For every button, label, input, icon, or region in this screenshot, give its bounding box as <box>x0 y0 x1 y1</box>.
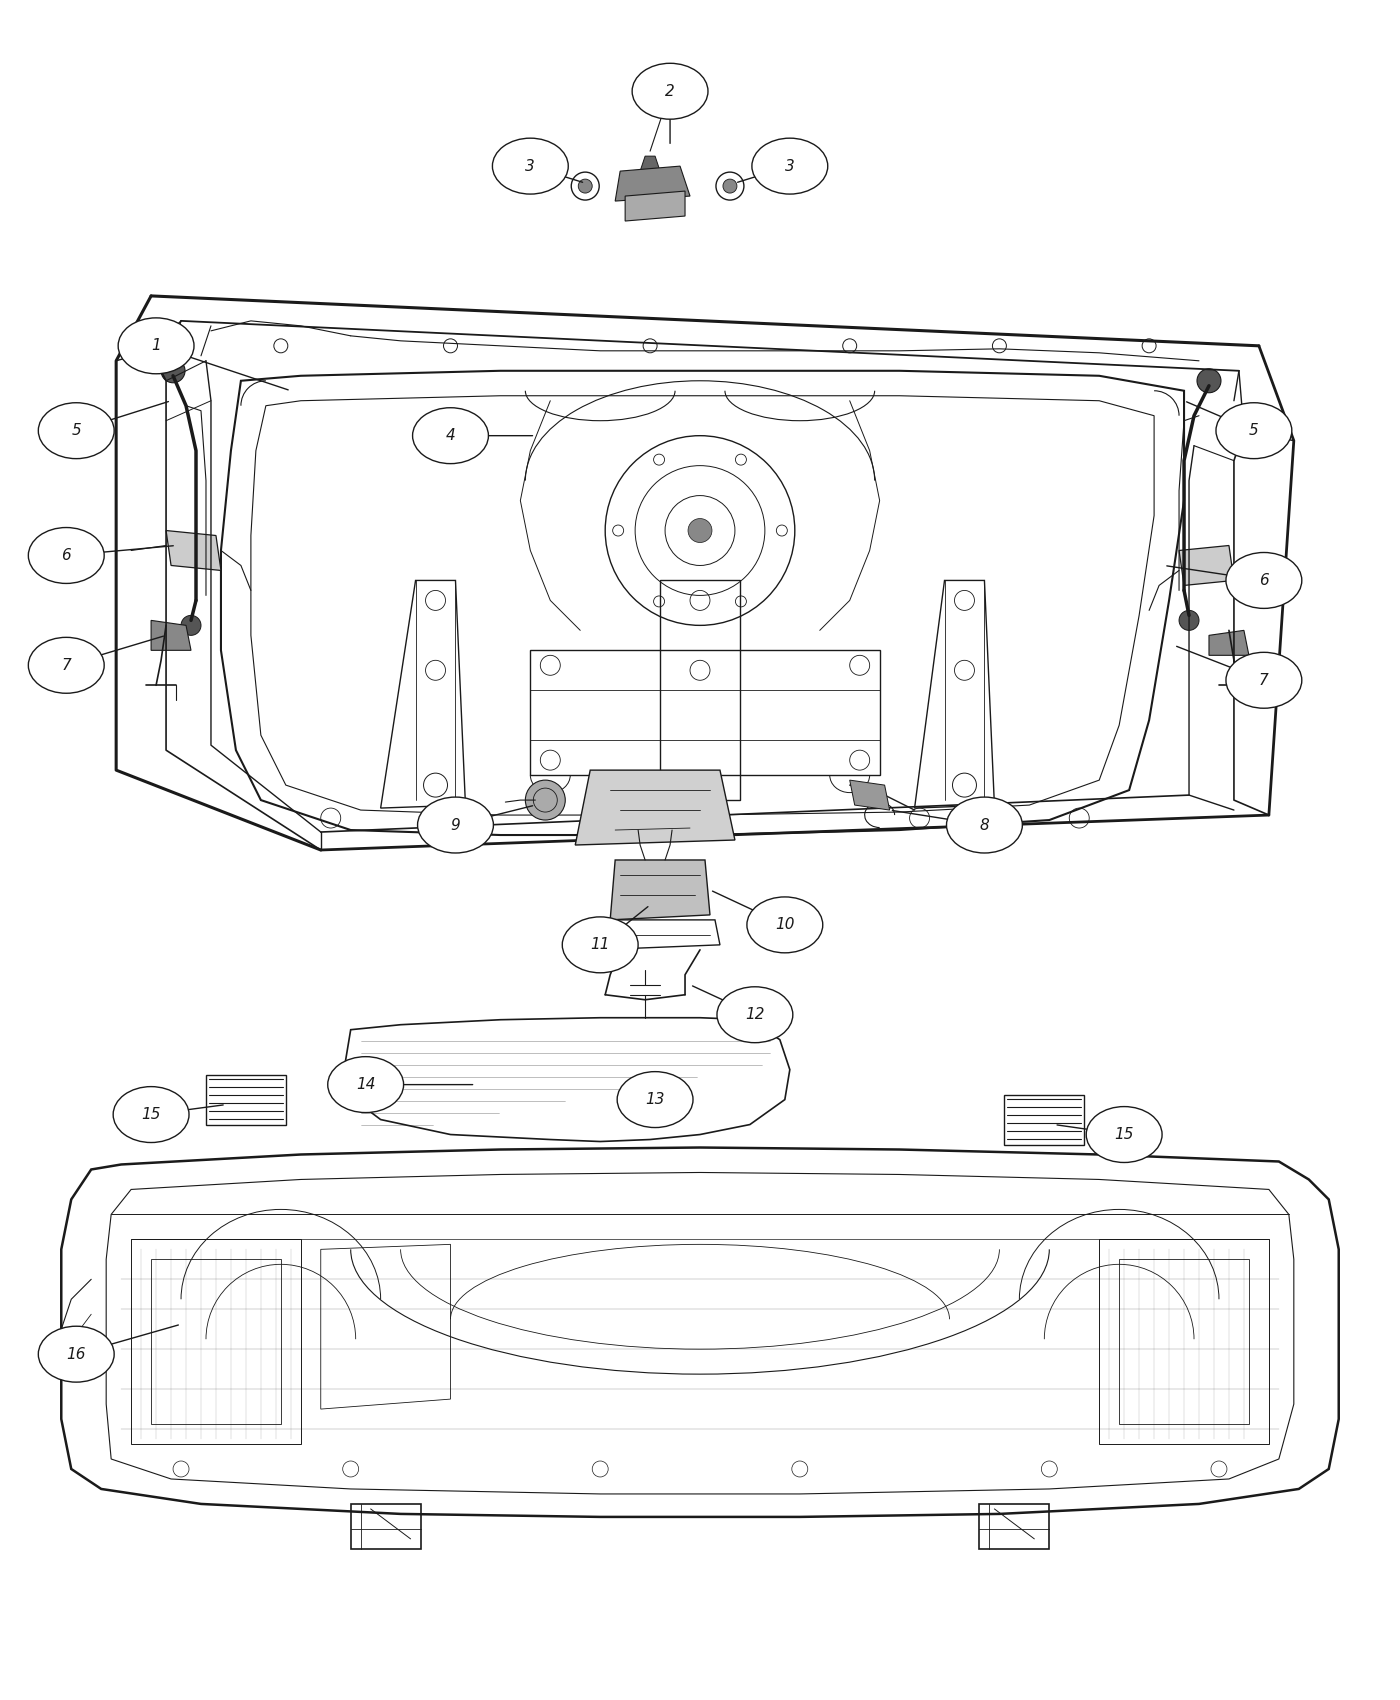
Ellipse shape <box>1226 653 1302 709</box>
Polygon shape <box>1179 546 1233 585</box>
Ellipse shape <box>617 1071 693 1127</box>
Ellipse shape <box>417 797 493 853</box>
Ellipse shape <box>748 898 823 952</box>
Ellipse shape <box>28 638 104 694</box>
Ellipse shape <box>328 1057 403 1112</box>
Circle shape <box>631 821 645 835</box>
Text: 7: 7 <box>1259 673 1268 689</box>
Ellipse shape <box>946 797 1022 853</box>
Circle shape <box>525 780 566 819</box>
Polygon shape <box>575 770 735 845</box>
Circle shape <box>645 190 665 211</box>
Ellipse shape <box>1086 1107 1162 1163</box>
Circle shape <box>1179 610 1198 631</box>
Ellipse shape <box>118 318 195 374</box>
Text: 15: 15 <box>1114 1127 1134 1142</box>
Polygon shape <box>850 780 889 811</box>
Text: 15: 15 <box>141 1107 161 1122</box>
Circle shape <box>665 821 679 835</box>
Polygon shape <box>626 190 685 221</box>
Ellipse shape <box>28 527 104 583</box>
Text: 3: 3 <box>525 158 535 173</box>
Ellipse shape <box>1217 403 1292 459</box>
Text: 9: 9 <box>451 818 461 833</box>
Ellipse shape <box>113 1086 189 1142</box>
Text: 2: 2 <box>665 83 675 99</box>
Ellipse shape <box>38 1326 115 1382</box>
Circle shape <box>1197 369 1221 393</box>
Ellipse shape <box>717 986 792 1042</box>
Text: 7: 7 <box>62 658 71 673</box>
Ellipse shape <box>1226 552 1302 609</box>
Text: 6: 6 <box>1259 573 1268 588</box>
Text: 5: 5 <box>71 423 81 439</box>
Text: 1: 1 <box>151 338 161 354</box>
Text: 6: 6 <box>62 547 71 563</box>
Text: 3: 3 <box>785 158 795 173</box>
Text: 8: 8 <box>980 818 990 833</box>
Text: 12: 12 <box>745 1006 764 1022</box>
Polygon shape <box>151 620 190 651</box>
Text: 13: 13 <box>645 1091 665 1107</box>
Polygon shape <box>1210 631 1249 655</box>
Polygon shape <box>610 860 710 920</box>
Ellipse shape <box>563 916 638 972</box>
Ellipse shape <box>38 403 115 459</box>
Text: 16: 16 <box>66 1346 85 1362</box>
Circle shape <box>687 518 713 542</box>
Polygon shape <box>615 167 690 201</box>
Text: 14: 14 <box>356 1078 375 1091</box>
Circle shape <box>161 359 185 382</box>
Ellipse shape <box>633 63 708 119</box>
Circle shape <box>722 178 736 194</box>
Text: 5: 5 <box>1249 423 1259 439</box>
Ellipse shape <box>493 138 568 194</box>
Polygon shape <box>167 530 221 571</box>
Ellipse shape <box>413 408 489 464</box>
Polygon shape <box>640 156 659 172</box>
Text: 4: 4 <box>445 428 455 444</box>
Circle shape <box>181 615 202 636</box>
Text: 10: 10 <box>776 918 795 932</box>
Text: 11: 11 <box>591 937 610 952</box>
Circle shape <box>578 178 592 194</box>
Ellipse shape <box>752 138 827 194</box>
